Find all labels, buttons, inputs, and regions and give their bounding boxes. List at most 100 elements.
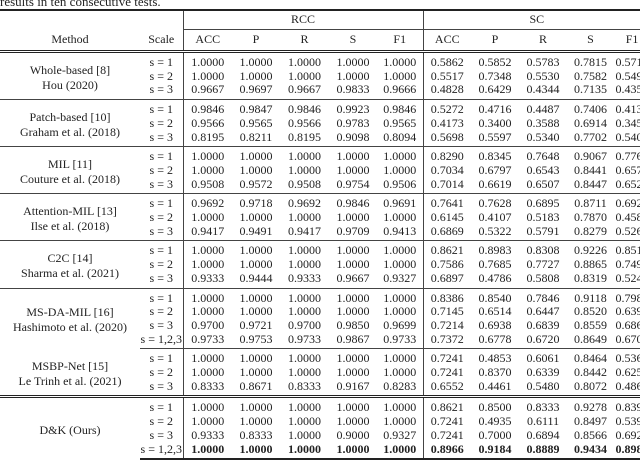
value-cell: 0.3588 [526,115,560,130]
value-cell: 0.4344 [526,82,560,97]
table-row: s = 2 1.0000 1.0000 1.0000 1.0000 1.0000 0.724… [0,414,640,429]
value-cell: 1.0000 [232,348,280,367]
value-cell: 0.9709 [336,223,370,238]
value-cell: 1.0000 [383,210,417,225]
value-cell: 1.0000 [182,51,232,70]
value-cell: 0.6447 [526,304,560,319]
table-row: s = 2 1.0000 1.0000 1.0000 1.0000 1.0000 0.614… [0,210,640,225]
value-cell: 1.0000 [288,257,321,272]
method-name-line: MS-DA-MIL [16] [26,305,114,320]
table-row: Attention-MIL [13] Ilse et al. (2018) s = … [0,193,640,241]
value-cell: 1.0000 [288,68,321,83]
table-row: C2C [14] Sharma et al. (2021) s = 1 1.0000 1… [0,240,640,289]
value-cell: 0.9491 [239,223,273,238]
value-cell: 0.4461 [478,378,512,393]
value-cell: 0.9434 [567,442,615,461]
value-cell: 1.0000 [336,365,370,380]
value-cell: 0.7628 [471,193,520,212]
value-cell: 1.0000 [239,257,273,272]
value-cell: 1.0000 [288,210,321,225]
value-cell: 1.0000 [336,304,370,319]
value-cell: 0.5397 [615,414,640,429]
scale-cell: s = 3 [149,129,173,144]
metric-header: F1 [614,29,640,53]
scale-cell: s = 3 [149,82,173,97]
value-cell: 0.6869 [422,224,472,241]
method-name-line: Attention-MIL [13] [23,203,117,218]
scale-cell: s = 1 [140,193,183,212]
value-cell: 0.9783 [336,115,370,130]
table-row: s = 3 0.9700 0.9721 0.9700 0.9850 0.9699 0.721… [0,317,640,333]
table-row: s = 3 0.9508 0.9572 0.9508 0.9754 0.9506 0.701… [0,176,640,194]
value-cell: 1.0000 [383,304,417,319]
method-name-line: Hou (2020) [42,77,98,92]
value-cell: 0.7145 [422,305,472,319]
value-cell: 0.8464 [567,348,615,367]
table-row: MS-DA-MIL [16] Hashimoto et al. (2020) s =… [0,287,640,349]
value-cell: 0.6573 [615,162,640,177]
value-cell: 0.4487 [519,99,568,117]
value-cell: 0.4869 [615,378,640,393]
value-cell: 1.0000 [239,162,273,177]
value-cell: 1.0000 [280,146,329,164]
method-name: C2C [14] Sharma et al. (2021) [0,240,140,289]
metric-header: P [471,29,520,53]
value-cell: 0.9833 [336,82,370,97]
value-cell: 0.9923 [329,99,377,117]
table-row: s = 2 1.0000 1.0000 1.0000 1.0000 1.0000 0.551… [0,68,640,84]
value-cell: 0.8497 [574,414,608,429]
value-cell: 0.5340 [526,129,560,144]
value-cell: 0.8386 [422,287,472,306]
value-cell: 0.8671 [239,378,273,393]
value-cell: 0.5480 [526,378,560,393]
value-cell: 1.0000 [232,146,280,164]
value-cell: 0.7000 [478,427,512,442]
value-cell: 0.6429 [478,82,512,97]
value-cell: 0.9733 [288,331,321,346]
value-cell: 0.7815 [574,55,608,69]
value-cell: 0.7241 [422,428,472,443]
value-cell: 0.8072 [574,378,608,393]
value-cell: 1.0000 [288,414,321,429]
value-cell: 0.7241 [422,348,472,367]
value-cell: 0.5322 [478,223,512,238]
value-cell: 1.0000 [377,240,424,259]
table-row: s = 1,2,3 1.0000 1.0000 1.0000 1.0000 1.0000 0… [0,442,640,461]
scale-cell: s = 2 [149,414,173,429]
scale-cell: s = 3 [149,176,173,191]
method-name: D&K (Ours) [0,395,140,460]
value-cell: 0.9846 [377,99,424,117]
scale-cell: s = 1,2,3 [140,442,183,461]
value-cell: 0.8279 [574,223,608,238]
metric-header: F1 [377,29,424,53]
value-cell: 1.0000 [336,55,370,69]
value-cell: 0.7870 [574,210,608,225]
value-cell: 0.9572 [239,176,273,191]
value-cell: 0.9699 [383,317,417,332]
value-cell: 0.9226 [567,240,615,259]
column-header-row: Method Scale ACC P R S F1 ACC P R S F1 [0,29,640,53]
value-cell: 1.0000 [383,162,417,177]
value-cell: 0.8540 [471,287,520,306]
value-cell: 0.8559 [574,317,608,332]
value-cell: 1.0000 [288,304,321,319]
value-cell: 0.7582 [574,68,608,83]
table-row: Whole-based [8] Hou (2020) s = 1 1.0000 1.00… [0,51,640,92]
value-cell: 0.6552 [422,379,472,397]
table-row: s = 3 0.9667 0.9697 0.9667 0.9833 0.9666 0.482… [0,82,640,100]
value-cell: 0.8889 [519,442,568,461]
value-cell: 1.0000 [383,68,417,83]
value-cell: 0.9667 [182,82,232,100]
value-cell: 0.4580 [615,210,640,225]
value-cell: 0.9846 [182,99,232,117]
value-cell: 0.6720 [526,331,560,346]
scale-cell: s = 1 [140,99,183,117]
value-cell: 1.0000 [377,395,424,416]
value-cell: 0.8518 [614,240,640,259]
value-cell: 0.4828 [422,82,472,100]
scale-cell: s = 3 [149,270,173,285]
method-name-line: Patch-based [10] [29,109,111,124]
group-header-row: RCC SC [0,9,640,30]
value-cell: 0.6894 [526,427,560,442]
value-cell: 0.6895 [519,193,568,212]
